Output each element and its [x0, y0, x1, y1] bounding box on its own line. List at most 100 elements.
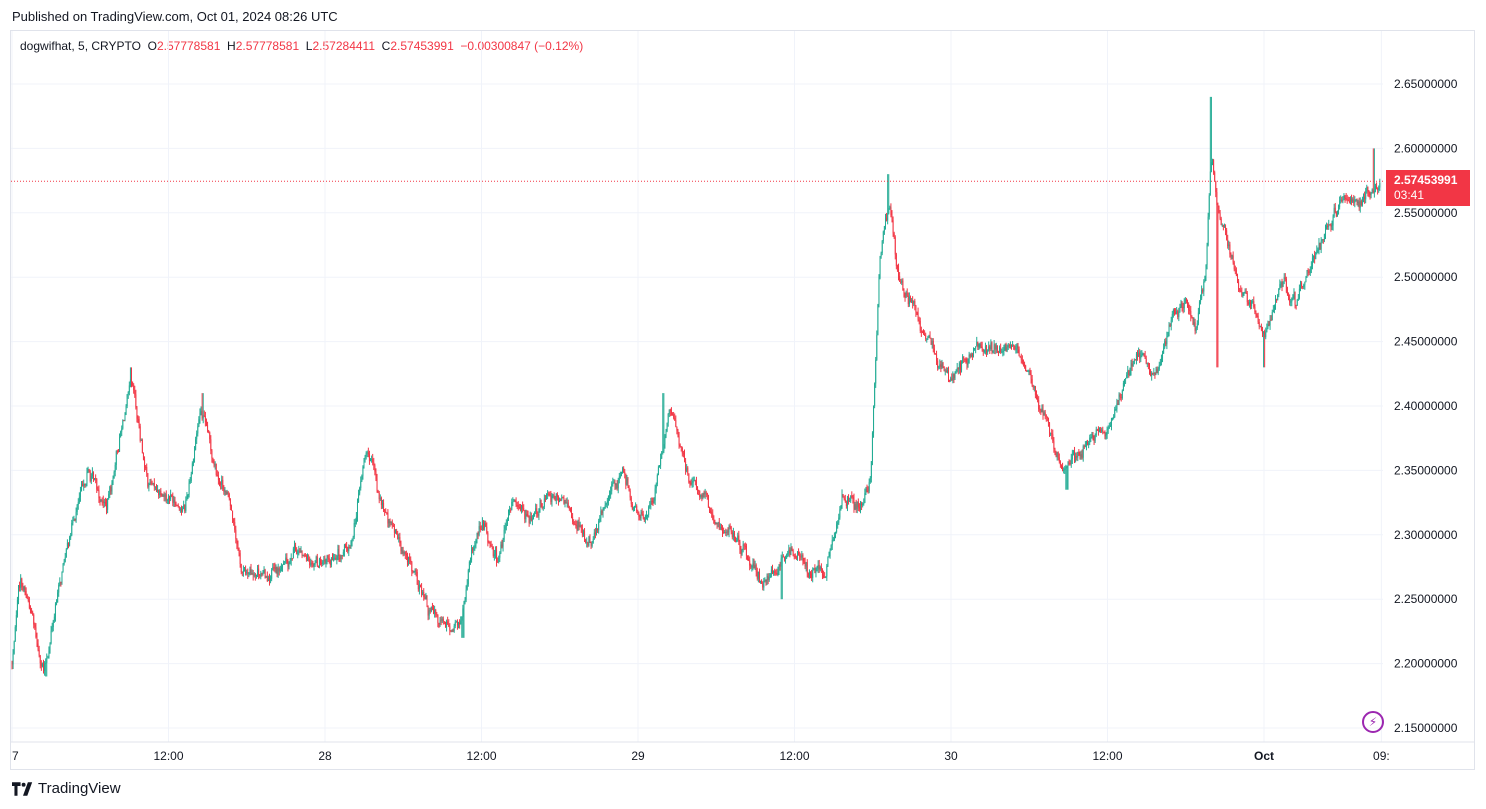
candle-body [911, 300, 913, 302]
candle-body [384, 509, 386, 512]
candle-body [690, 483, 692, 485]
candle-body [59, 581, 61, 585]
candle-body [1176, 311, 1178, 314]
y-tick-label: 2.55000000 [1394, 206, 1458, 220]
candle-body [954, 372, 956, 379]
candle-body [485, 523, 487, 527]
candle-body [67, 542, 69, 546]
candle-body [221, 479, 223, 485]
candle-body [528, 516, 530, 524]
candle-body [951, 378, 953, 381]
candle-body [744, 545, 746, 547]
candle-body [669, 409, 671, 412]
candle-body [1150, 371, 1152, 376]
candle-body [607, 495, 609, 501]
candle-body [699, 490, 701, 498]
candle-body [1284, 277, 1286, 280]
candle-body [289, 560, 291, 564]
candle-body [78, 496, 80, 503]
candle-body [959, 363, 961, 371]
candle-body [775, 572, 777, 574]
candle-body [298, 550, 300, 552]
candle-body [337, 549, 339, 557]
candle-body [227, 491, 229, 495]
candle-body [617, 480, 619, 489]
candle-body [40, 663, 42, 667]
candle-body [253, 574, 255, 576]
candle-body [722, 528, 724, 533]
candle-body [374, 465, 376, 472]
candle-body [151, 482, 153, 484]
candle-body [124, 414, 126, 422]
candle-body [400, 543, 402, 551]
candle-body [859, 503, 861, 509]
candle-body [157, 489, 159, 492]
candle-body [1113, 417, 1115, 419]
candle-body [559, 499, 561, 502]
candle-body [1028, 370, 1030, 372]
candle-body [743, 544, 745, 546]
candle-body [411, 562, 413, 572]
candle-body [240, 564, 242, 572]
candle-body [172, 496, 174, 503]
candle-body [1089, 437, 1091, 443]
candle-body [137, 418, 139, 420]
candle-body [702, 493, 704, 498]
candle-body [564, 502, 566, 504]
candle-body [492, 546, 494, 557]
candle-body [297, 551, 299, 555]
candle-body [535, 508, 537, 513]
candle-body [1203, 281, 1205, 292]
candle-body [1084, 445, 1086, 447]
candle-body [983, 349, 985, 353]
candle-body [1300, 282, 1302, 289]
candle-body [307, 558, 309, 560]
candle-body [1172, 310, 1174, 315]
candle-body [919, 320, 921, 331]
candle-body [217, 475, 219, 481]
symbol-label[interactable]: dogwifhat, 5, CRYPTO [20, 39, 141, 53]
candle-body [934, 353, 936, 355]
candle-body [11, 663, 13, 665]
candle-body [466, 584, 468, 590]
candle-body [986, 346, 988, 353]
candle-body [629, 490, 631, 498]
candle-body [444, 622, 446, 628]
candle-body [1253, 301, 1255, 308]
candle-body [1158, 365, 1160, 370]
candle-body [931, 340, 933, 345]
candle-body [830, 545, 832, 551]
candle-body [145, 466, 147, 468]
candle-body [603, 508, 605, 510]
candle-body [773, 571, 775, 574]
candle-body [1309, 268, 1311, 273]
candle-body [111, 483, 113, 492]
candle-body [1304, 282, 1306, 285]
candle-body [89, 471, 91, 482]
candle-body [815, 569, 817, 574]
candle-body [148, 484, 150, 487]
candle-body [197, 426, 199, 434]
candle-body [1169, 325, 1171, 327]
candle-body [650, 500, 652, 505]
lightning-icon[interactable]: ⚡ [1362, 711, 1384, 733]
candle-body [624, 471, 626, 474]
candle-body [1163, 347, 1165, 354]
candle-body [1266, 328, 1268, 333]
x-tick-label: 28 [318, 749, 332, 763]
candle-body [1308, 271, 1310, 273]
candle-body [661, 452, 663, 459]
candle-body [776, 572, 778, 575]
candle-body [1306, 270, 1308, 278]
candle-body [1272, 309, 1274, 313]
candle-body [1303, 284, 1305, 287]
candle-body [868, 482, 870, 492]
candle-body [556, 493, 558, 498]
candle-body [1370, 193, 1372, 195]
candle-body [665, 431, 667, 437]
candle-body [1146, 362, 1148, 364]
candle-body [787, 552, 789, 555]
candle-body [788, 549, 790, 553]
candle-body [1334, 207, 1336, 213]
